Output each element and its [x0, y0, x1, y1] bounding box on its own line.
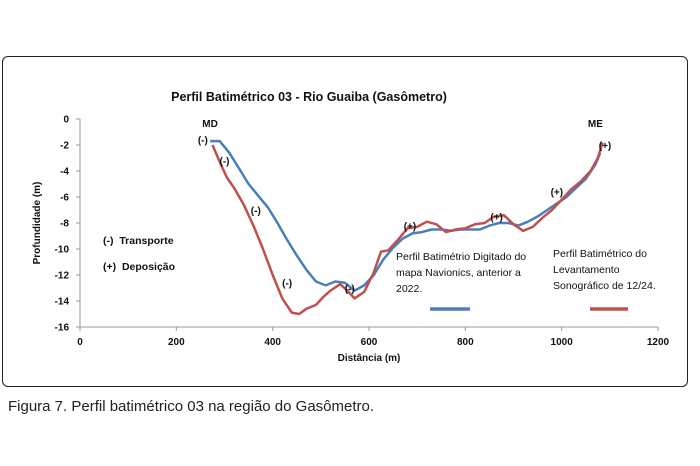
y-tick-label: 0 — [63, 115, 69, 126]
y-tick-label: -12 — [55, 271, 70, 282]
x-tick-label: 200 — [168, 337, 185, 348]
profile-annotation: (-) — [282, 279, 292, 290]
profile-annotation: (+) — [404, 222, 417, 233]
legend-label-sonographic-line-1: Perfil Batimétrico do — [553, 248, 647, 260]
bathymetric-profile-chart: Perfil Batimétrico 03 - Rio Guaiba (Gasô… — [32, 90, 670, 364]
y-axis-label: Profundidade (m) — [32, 182, 43, 265]
y-tick-label: -2 — [60, 141, 69, 152]
y-tick-label: -4 — [60, 167, 69, 178]
legend-sonographic: Perfil Batimétrico do Levantamento Sonog… — [553, 248, 656, 311]
y-tick-label: -10 — [55, 245, 70, 256]
profile-annotation: ME — [588, 119, 603, 130]
profile-annotation: MD — [202, 119, 218, 130]
legend-label-sonographic-line-2: Levantamento — [553, 264, 620, 276]
legend-label-sonographic-line-3: Sonográfico de 12/24. — [553, 280, 656, 292]
legend-label-navionics-line-1: Perfil Batimétrio Digitado do — [396, 251, 526, 263]
x-tick-label: 600 — [361, 337, 378, 348]
y-tick-label: -6 — [60, 193, 69, 204]
series-line-sonographic — [211, 142, 604, 316]
y-tick-label: -14 — [55, 297, 70, 308]
figure-caption: Figura 7. Perfil batimétrico 03 na regiã… — [8, 398, 375, 415]
profile-annotation: (+) — [551, 188, 564, 199]
y-tick-label: -8 — [60, 219, 69, 230]
x-tick-label: 1200 — [647, 337, 670, 348]
chart-title: Perfil Batimétrico 03 - Rio Guaiba (Gasô… — [171, 90, 447, 104]
profile-annotation: (-) — [220, 157, 230, 168]
side-label-transport: (-) Transporte — [103, 235, 174, 247]
x-tick-label: 1000 — [551, 337, 574, 348]
profile-annotation: (+) — [490, 212, 503, 223]
profile-annotation: (-) — [345, 284, 355, 295]
x-tick-label: 0 — [77, 337, 83, 348]
profile-annotation: (+) — [599, 141, 612, 152]
side-label-deposition: (+) Deposição — [103, 261, 175, 273]
profile-annotation: (-) — [251, 206, 261, 217]
legend-navionics: Perfil Batimétrio Digitado do mapa Navio… — [396, 251, 526, 311]
legend-label-navionics-line-2: mapa Navionics, anterior a — [396, 267, 521, 279]
chart-frame: Perfil Batimétrico 03 - Rio Guaiba (Gasô… — [2, 56, 688, 387]
profile-annotation: (-) — [198, 136, 208, 147]
series-line-navionics — [210, 139, 602, 292]
x-axis-label: Distância (m) — [338, 353, 401, 364]
x-tick-label: 800 — [457, 337, 474, 348]
legend-label-navionics-line-3: 2022. — [396, 283, 422, 295]
x-tick-label: 400 — [264, 337, 281, 348]
y-tick-label: -16 — [55, 323, 70, 334]
